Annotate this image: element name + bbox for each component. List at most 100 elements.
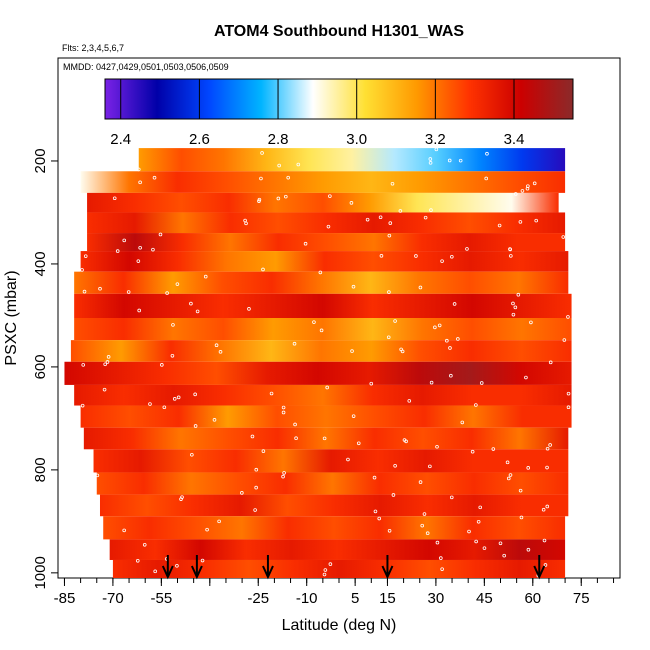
profile-arrows [161,555,546,580]
measurement-point [135,558,140,563]
x-tick-label: 45 [476,590,493,607]
measurement-point [136,259,141,263]
colorbar-tick-label: 3.0 [346,131,367,148]
measurement-points [80,147,571,578]
measurement-point [545,504,550,509]
measurement-point [170,353,175,358]
measurement-point [351,284,356,289]
chart-title: ATOM4 Southbound H1301_WAS [214,23,464,40]
heatmap-band [74,271,569,294]
measurement-point [518,220,523,224]
flights-note: Flts: 2,3,4,5,6,7 [62,43,124,53]
measurement-point [542,538,547,543]
heatmap-band [74,293,572,318]
measurement-point [467,529,471,534]
measurement-point [543,563,548,567]
measurement-point [81,363,86,367]
profile-arrow-head [262,565,274,580]
measurement-point [254,467,259,472]
measurement-point [323,568,328,572]
profile-arrow-head [161,565,174,580]
measurement-point [261,267,265,272]
measurement-point [326,224,331,229]
measurement-point [391,493,396,497]
measurement-point [520,189,525,193]
measurement-point [259,176,263,181]
measurement-point [513,305,518,310]
heatmap-band [80,251,569,272]
measurement-point [439,556,443,560]
measurement-point [318,270,323,275]
measurement-point [190,453,194,457]
measurement-point [372,475,377,480]
profile-arrow-head [533,565,546,580]
measurement-point [497,223,502,228]
measurement-point [378,215,383,220]
measurement-point [460,420,465,425]
heatmap-band [103,516,566,540]
heatmap-band [99,494,569,517]
measurement-point [151,247,155,252]
measurement-point [562,338,567,342]
measurement-point [319,328,324,333]
measurement-point [322,572,327,577]
measurement-point [240,491,244,495]
measurement-point [112,196,117,201]
measurement-point [152,175,157,180]
measurement-point [276,196,281,201]
measurement-point [404,439,408,444]
y-tick-label: 1000 [32,556,49,589]
measurement-point [200,558,205,563]
measurement-point [447,158,452,163]
measurement-point [172,397,177,401]
measurement-point [393,463,397,468]
measurement-point [398,209,403,213]
measurement-point [465,247,469,251]
measurement-point [175,282,180,286]
colorbar-tick-label: 3.4 [504,131,525,148]
measurement-point [82,289,87,294]
measurement-point [428,157,433,161]
x-tick-label: -10 [296,590,318,607]
heatmap-band [87,212,566,234]
measurement-point [218,350,223,354]
measurement-point [422,512,427,516]
measurement-point [165,291,169,295]
measurement-point [148,402,152,406]
measurement-point [482,546,487,550]
measurement-point [126,290,131,294]
measurement-point [162,405,167,410]
measurement-point [386,335,391,340]
profile-arrow-head [190,565,203,580]
measurement-point [80,268,84,272]
colorbar-tick-label: 2.8 [268,131,289,148]
measurement-point [193,392,197,397]
measurement-point [561,235,566,239]
measurement-point [373,509,378,514]
measurement-point [281,474,285,479]
measurement-point [437,323,442,328]
measurement-point [532,181,537,186]
measurement-point [423,215,428,220]
x-tick-label: 75 [573,590,590,607]
measurement-point [485,151,489,156]
measurement-point [303,241,308,246]
measurement-point [449,495,454,500]
x-tick-label: -25 [247,590,269,607]
measurement-point [286,175,290,180]
x-axis: -85 -70 -55 -25 -10 5 15 30 45 60 75 [54,578,615,607]
measurement-point [356,441,361,446]
measurement-point [261,449,266,453]
measurement-point [138,180,142,185]
measurement-point [449,373,453,378]
measurement-point [269,391,274,396]
measurement-point [136,167,141,172]
colorbar [104,78,574,120]
measurement-point [428,464,432,469]
measurement-point [292,341,297,346]
heatmap-band [64,361,572,385]
measurement-point [253,508,257,512]
measurement-point [296,162,301,167]
measurement-point [429,380,434,385]
